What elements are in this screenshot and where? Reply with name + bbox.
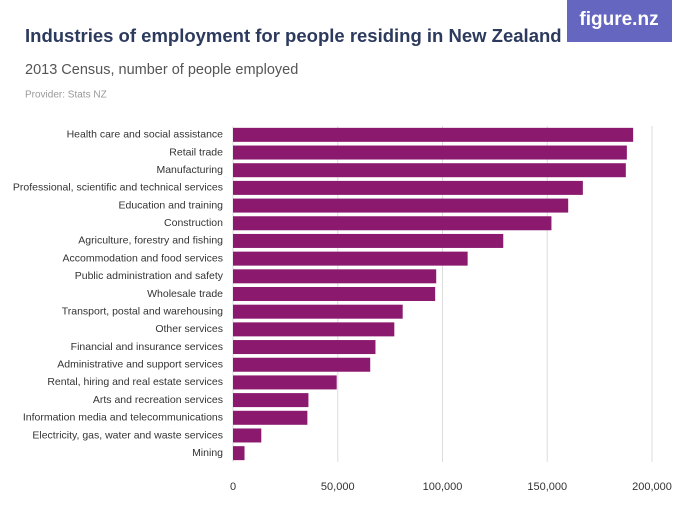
y-tick-label: Accommodation and food services (63, 252, 224, 264)
brand-box (567, 0, 672, 42)
y-tick-label: Information media and telecommunications (23, 412, 223, 424)
y-tick-label: Agriculture, forestry and fishing (78, 235, 223, 247)
y-tick-label: Manufacturing (156, 164, 223, 176)
source: Provider: Stats NZ (25, 90, 107, 101)
bar (233, 340, 376, 355)
x-tick-label: 0 (230, 481, 236, 493)
y-tick-label: Public administration and safety (75, 270, 224, 282)
bar (233, 393, 309, 408)
y-tick-label: Rental, hiring and real estate services (47, 376, 223, 388)
bar (233, 198, 569, 213)
y-tick-label: Professional, scientific and technical s… (13, 182, 223, 194)
y-tick-label: Construction (164, 217, 223, 229)
bar (233, 145, 627, 160)
bar (233, 287, 436, 301)
chart-subtitle: 2013 Census, number of people employed (25, 62, 298, 78)
bar (233, 163, 626, 178)
x-tick-label: 100,000 (423, 481, 463, 493)
bar (233, 269, 437, 284)
bar (233, 446, 245, 461)
bar (233, 410, 308, 425)
bar (233, 304, 403, 319)
y-tick-label: Education and training (119, 199, 224, 211)
chart-title: Industries of employment for people resi… (25, 25, 562, 46)
y-tick-label: Electricity, gas, water and waste servic… (32, 429, 223, 441)
bar (233, 233, 504, 248)
bar (233, 322, 395, 337)
y-tick-label: Mining (192, 447, 223, 459)
y-tick-label: Transport, postal and warehousing (62, 305, 223, 317)
y-tick-label: Retail trade (169, 146, 223, 158)
brand-logo[interactable]: figure.nz (579, 9, 658, 30)
bar (233, 216, 552, 231)
bar (233, 251, 468, 266)
x-tick-label: 150,000 (527, 481, 567, 493)
bar (233, 375, 337, 390)
y-tick-label: Arts and recreation services (93, 394, 223, 406)
bar (233, 180, 583, 195)
x-tick-label: 200,000 (632, 481, 672, 493)
bar (233, 428, 262, 443)
y-tick-label: Other services (155, 323, 223, 335)
y-tick-label: Financial and insurance services (71, 341, 223, 353)
bar (233, 357, 371, 372)
x-tick-label: 50,000 (321, 481, 355, 493)
y-tick-label: Health care and social assistance (67, 129, 224, 141)
y-tick-label: Wholesale trade (147, 288, 223, 300)
bar (233, 127, 634, 142)
y-tick-label: Administrative and support services (57, 359, 223, 371)
